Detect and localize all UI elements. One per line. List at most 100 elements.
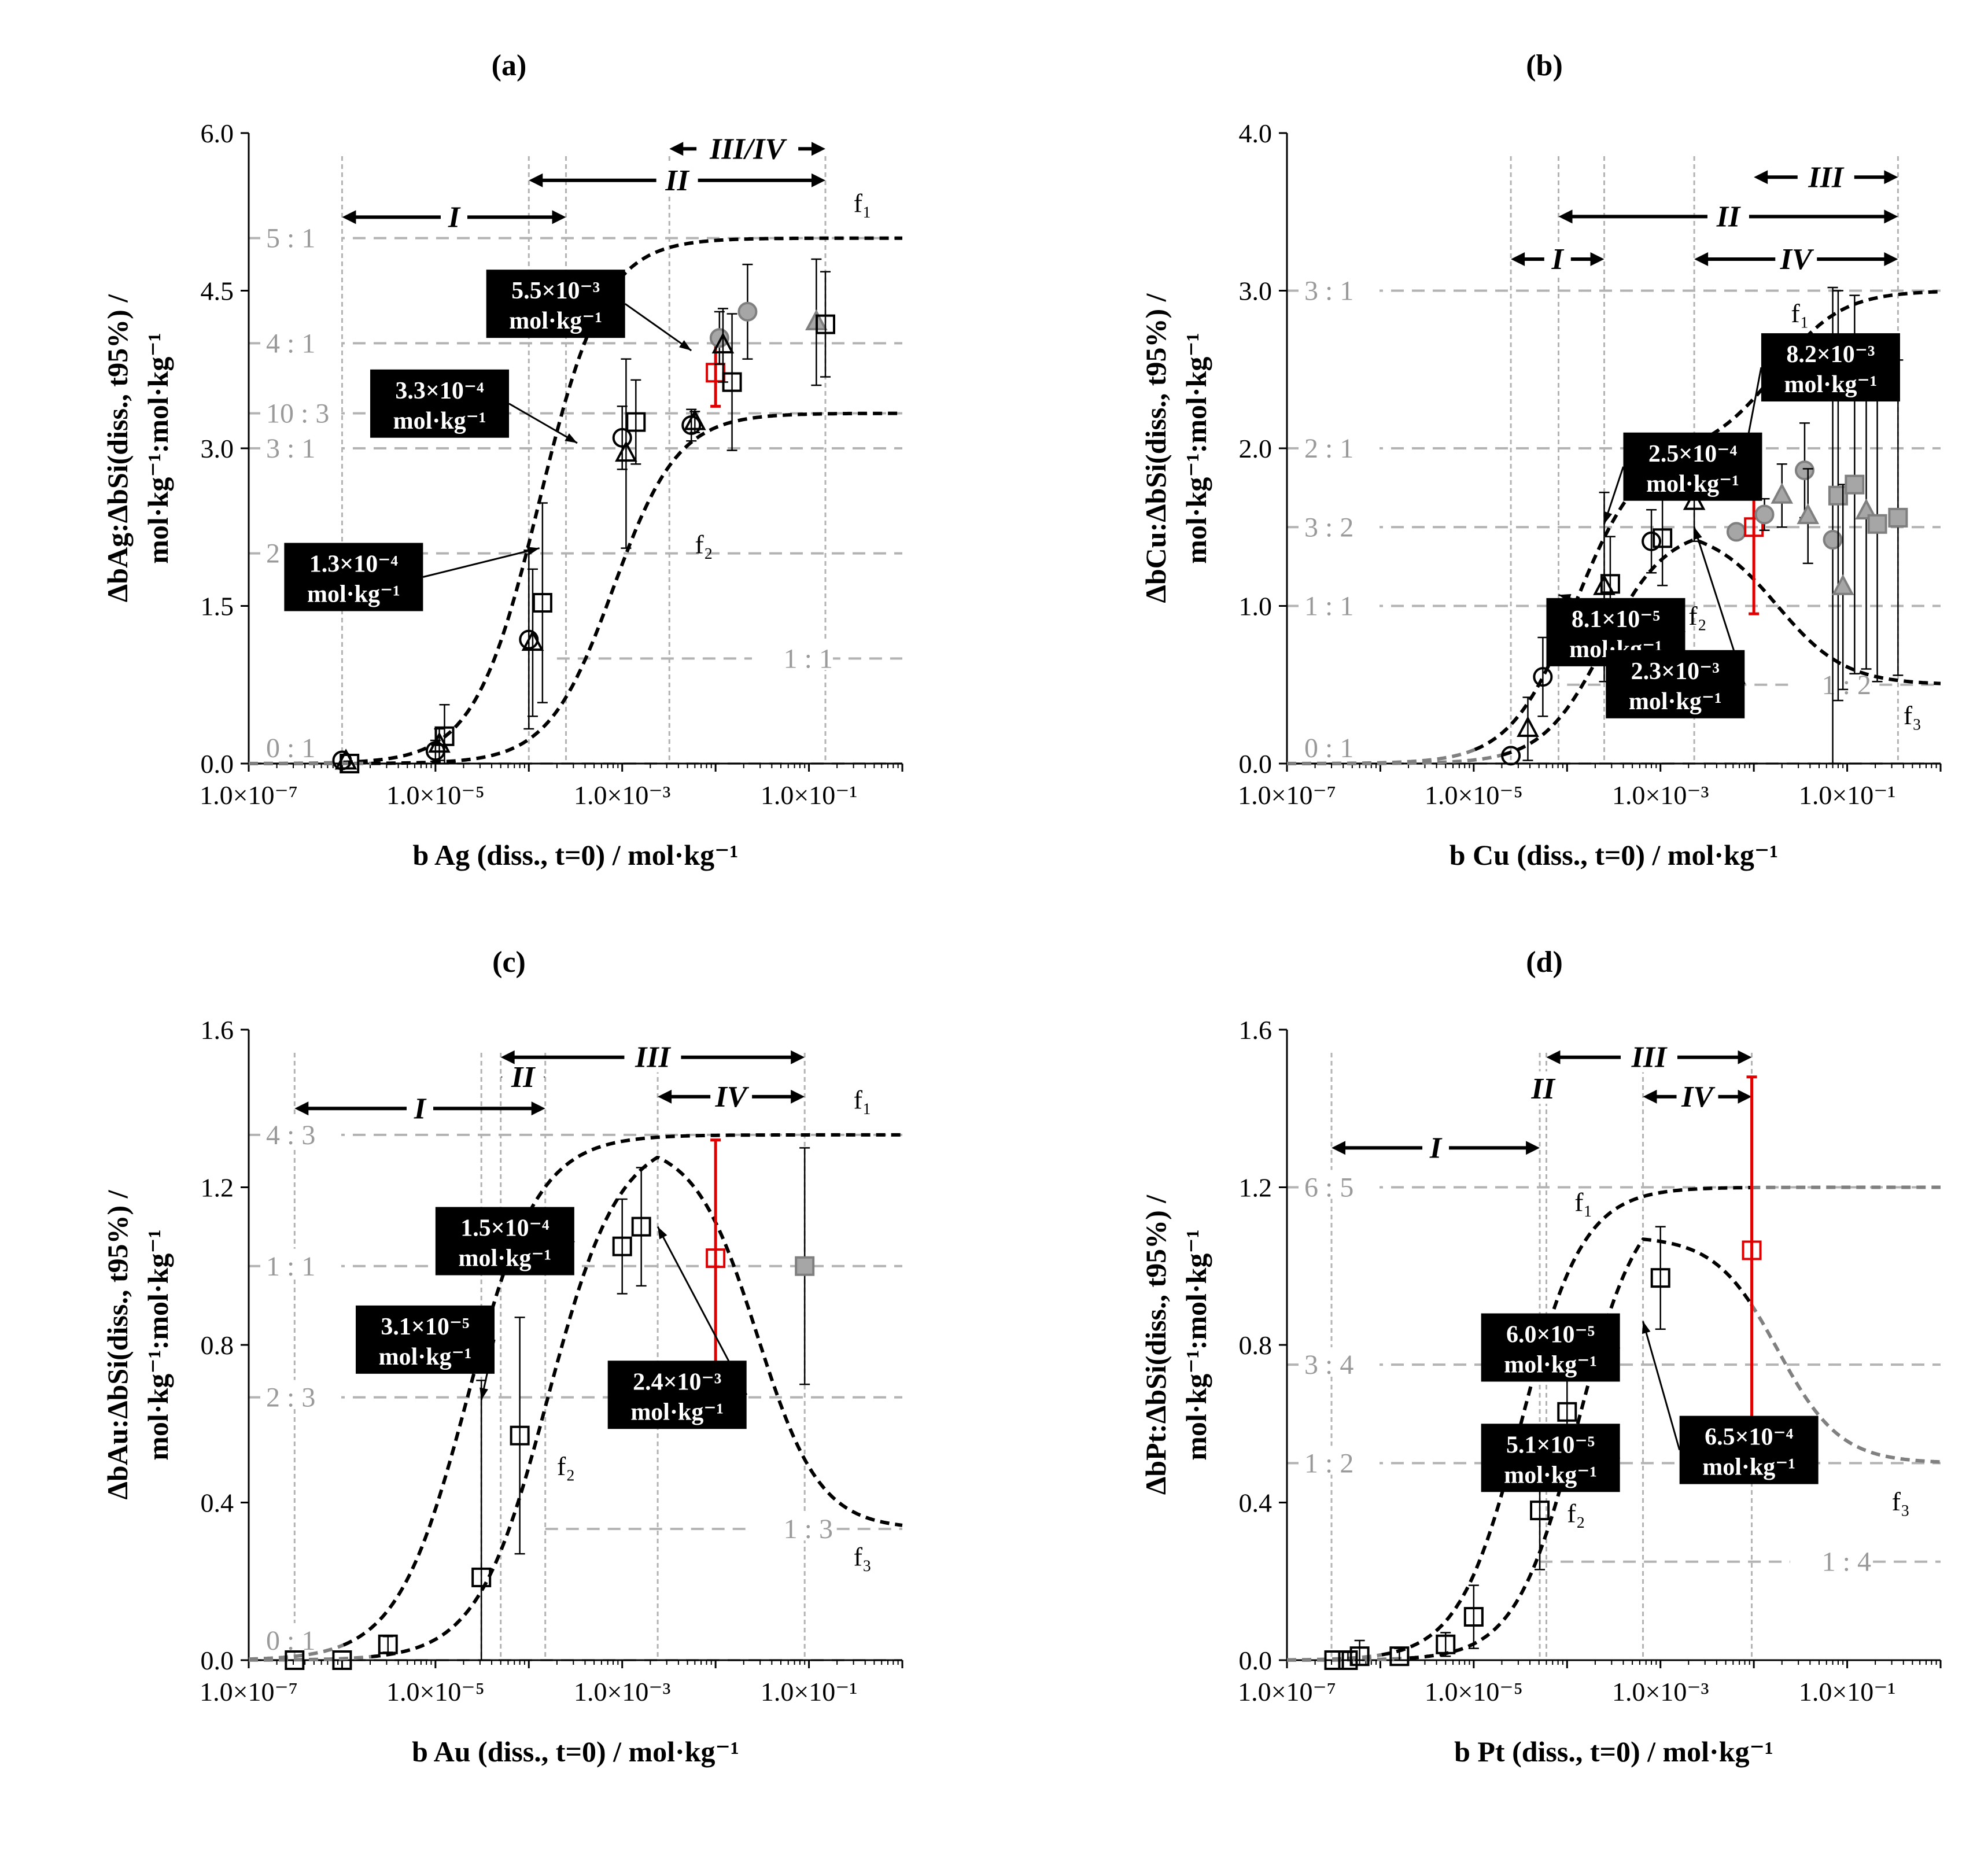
y-tick-label: 0.0 [1239,749,1273,779]
annotation-arrowhead [658,1226,667,1240]
annotation-value: 5.1×10⁻⁵ [1506,1432,1595,1458]
ratio-label-bg [1299,1170,1380,1199]
x-tick-label: 1.0×10⁻⁵ [386,780,485,810]
y-axis-label-unit: mol·kg⁻¹:mol·kg⁻¹ [1180,1229,1212,1460]
annotation-unit: mol·kg⁻¹ [1504,1352,1597,1378]
panel-title: (a) [492,49,527,82]
x-axis-label: b Au (diss., t=0) / mol·kg⁻¹ [412,1735,739,1768]
ratio-label-bg [260,1623,341,1652]
region-arrowhead-left [658,1089,672,1104]
ratio-label: 0 : 1 [266,733,315,764]
panel-3: (d) 6 : 5 3 : 4 1 : 2 1 : 4 0.0 0.4 0.8 1.2 1.6 1.… [1139,946,1942,1768]
curve-f2-extension [1287,753,1503,765]
ratio-label: 1 : 4 [1822,1547,1871,1577]
y-axis-label: ΔbCu:ΔbSi(diss., t95%) / [1139,293,1172,603]
curve-f2 [1502,538,1941,757]
curve-f1 [342,1133,902,1647]
region-label-bg [1797,160,1854,193]
data-point-square [631,1216,651,1237]
data-point-circle [1642,531,1662,551]
ratio-label-bg [260,396,341,425]
region-label: II [1531,1072,1556,1105]
annotation-arrowhead [526,547,540,555]
panel-title: (c) [492,946,526,979]
y-axis-label: ΔbAg:ΔbSi(diss., t95%) / [101,294,134,602]
region-arrowhead-right [791,1089,805,1104]
region-label-bg [1522,1071,1564,1104]
data-point-square [815,314,835,334]
ratio-label: 3 : 2 [1304,512,1353,543]
region-label-bg [1422,1130,1449,1163]
data-point-triangle [683,409,706,430]
region-arrowhead-right [552,210,566,224]
data-point-square [1888,507,1908,528]
region-arrowhead-right [1738,1050,1752,1064]
region-label: I [414,1092,427,1125]
ratio-label-bg [260,1248,341,1278]
region-arrowhead-right [1884,209,1898,224]
panel-0: (a)5 : 14 : 110 : 33 : 12 : 11 : 10 : 10… [101,49,903,871]
annotation-unit: mol·kg⁻¹ [1629,688,1722,715]
ratio-label: 4 : 3 [266,1120,315,1151]
x-tick-label: 1.0×10⁻⁵ [1425,1677,1523,1706]
y-tick-label: 0.0 [201,749,234,779]
y-tick-label: 1.6 [1239,1015,1273,1045]
region-arrowhead-left [294,1101,309,1116]
y-axis-label-unit: mol·kg⁻¹:mol·kg⁻¹ [142,333,174,563]
region-label: IV [1780,243,1814,276]
data-point-circle [1533,667,1553,687]
annotation-box [1623,432,1762,501]
y-tick-label: 3.0 [201,434,234,463]
region-label: II [665,164,689,197]
data-point-triangle [1517,716,1539,738]
x-tick-label: 1.0×10⁻¹ [761,780,858,810]
ratio-label: 0 : 1 [1304,733,1353,764]
y-tick-label: 4.0 [1239,119,1273,148]
annotation-unit: mol·kg⁻¹ [1646,471,1739,497]
y-tick-label: 0.0 [1239,1646,1273,1675]
region-arrowhead-left [1332,1141,1346,1155]
annotation-value: 2.3×10⁻³ [1631,658,1720,685]
ratio-label: 1 : 2 [1304,1448,1353,1479]
annotation-arrowhead [565,433,577,443]
ratio-label-bg [260,326,341,355]
annotation-arrowhead [678,340,692,351]
annotation-unit: mol·kg⁻¹ [1504,1462,1597,1488]
region-label-bg [407,1091,434,1124]
annotation-value: 1.5×10⁻⁴ [460,1215,549,1242]
data-point-circle [1794,460,1814,481]
x-tick-label: 1.0×10⁻⁷ [200,1677,298,1706]
annotation-box [486,270,625,338]
panel-1: (b)3 : 12 : 13 : 21 : 11 : 20 : 10.01.02… [1139,49,1942,871]
data-point-square [1867,514,1887,534]
ratio-label: 10 : 3 [266,399,329,429]
y-axis-label: ΔbPt:ΔbSi(diss., t95%) / [1139,1195,1172,1495]
annotation-arrow [624,303,692,352]
ratio-label-bg [260,431,341,460]
ratio-label-bg [1299,730,1380,760]
data-point-square [510,1425,530,1446]
data-point-square [434,726,455,746]
data-point-triangle [1771,482,1794,504]
curve-f2 [371,1155,903,1658]
data-point-circle [1754,504,1775,525]
y-axis-label: ΔbAu:ΔbSi(diss., t95%) / [101,1189,134,1499]
annotation-arrowhead [1642,1321,1651,1334]
ratio-label: 6 : 5 [1304,1173,1353,1203]
y-tick-label: 0.4 [201,1488,234,1518]
curve-f2-extension [1749,1303,1941,1464]
data-point-triangle [1797,503,1820,525]
region-arrowhead-right [1738,1089,1752,1104]
region-arrowhead-left [1754,170,1768,185]
y-axis-label-unit: mol·kg⁻¹:mol·kg⁻¹ [1180,333,1212,563]
y-tick-label: 1.2 [201,1173,234,1203]
region-arrowhead-right [1526,1141,1540,1155]
ratio-label-bg [1299,1446,1380,1475]
y-tick-label: 0.0 [201,1646,234,1675]
annotation-value: 5.5×10⁻³ [511,278,600,304]
region-arrowhead-left [1694,252,1709,266]
data-point-square [378,1634,398,1654]
region-arrowhead-right [811,173,825,187]
data-point-triangle [1831,574,1854,595]
